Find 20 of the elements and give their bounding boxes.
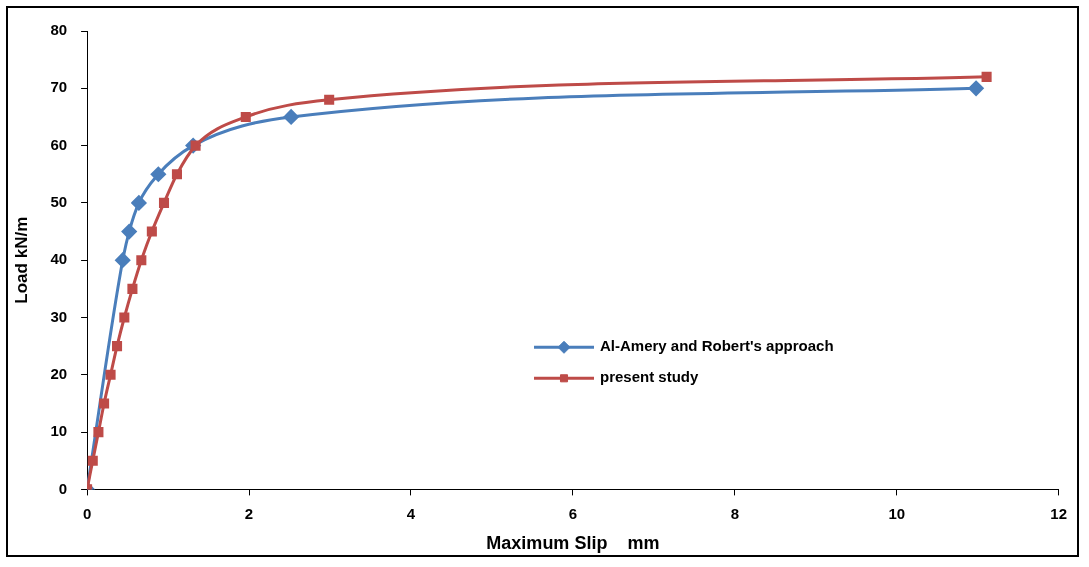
y-tick-label: 20 xyxy=(50,364,68,382)
x-tick-label: 0 xyxy=(82,504,92,522)
x-tick-label: 6 xyxy=(568,504,578,522)
legend-label: Al-Amery and Robert's approach xyxy=(600,337,834,355)
x-tick-label: 4 xyxy=(406,504,416,522)
y-tick-label: 60 xyxy=(50,135,68,153)
y-tick-label: 70 xyxy=(50,78,68,96)
y-tick-label: 50 xyxy=(50,193,68,211)
y-tick-label: 80 xyxy=(50,21,68,39)
y-tick-label: 30 xyxy=(50,307,68,325)
x-tick-label: 2 xyxy=(244,504,254,522)
y-axis-title: Load kN/m xyxy=(11,216,31,304)
x-tick-label: 10 xyxy=(888,504,906,522)
y-tick-label: 10 xyxy=(50,422,68,440)
legend-label: present study xyxy=(600,368,700,386)
x-tick-label: 12 xyxy=(1050,504,1067,522)
x-tick-label: 8 xyxy=(730,504,739,522)
y-tick-label: 40 xyxy=(50,250,68,268)
x-axis-title: Maximum Slip mm xyxy=(486,533,660,554)
y-tick-label: 0 xyxy=(58,479,68,497)
